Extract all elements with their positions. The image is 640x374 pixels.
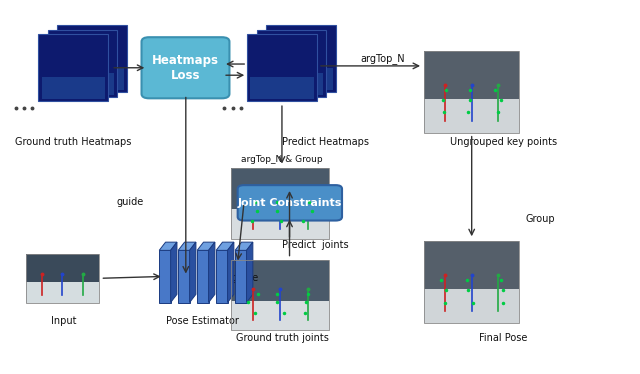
FancyBboxPatch shape [26,282,99,303]
FancyBboxPatch shape [58,25,127,92]
FancyBboxPatch shape [424,289,519,323]
Text: argTop_N & Group: argTop_N & Group [241,154,323,163]
FancyBboxPatch shape [250,77,314,99]
Polygon shape [209,242,215,303]
FancyBboxPatch shape [231,301,330,331]
FancyBboxPatch shape [61,68,124,91]
Polygon shape [246,242,253,303]
FancyBboxPatch shape [269,68,333,91]
Polygon shape [197,242,215,250]
Polygon shape [216,250,228,303]
Polygon shape [228,242,234,303]
Polygon shape [235,250,246,303]
FancyBboxPatch shape [141,37,230,98]
Polygon shape [159,242,177,250]
Text: Joint Constraints: Joint Constraints [237,198,342,208]
Polygon shape [216,242,234,250]
Text: guide: guide [231,273,259,283]
Polygon shape [159,250,171,303]
Text: Predict Heatmaps: Predict Heatmaps [282,137,369,147]
FancyBboxPatch shape [260,73,323,95]
FancyBboxPatch shape [38,34,108,101]
Text: Predict  joints: Predict joints [282,240,349,250]
FancyBboxPatch shape [424,51,519,98]
Text: Heatmaps
Loss: Heatmaps Loss [152,54,219,82]
FancyBboxPatch shape [231,209,330,239]
FancyBboxPatch shape [424,98,519,133]
Text: Group: Group [525,214,555,224]
Polygon shape [189,242,196,303]
Polygon shape [178,250,189,303]
FancyBboxPatch shape [247,34,317,101]
Text: guide: guide [116,197,144,207]
FancyBboxPatch shape [48,30,118,97]
Text: argTop_N: argTop_N [361,53,406,64]
Polygon shape [178,242,196,250]
FancyBboxPatch shape [231,260,330,301]
Text: Ungrouped key points: Ungrouped key points [450,137,557,147]
Text: Ground truth Heatmaps: Ground truth Heatmaps [15,137,131,147]
Text: Pose Estimator: Pose Estimator [166,316,239,326]
FancyBboxPatch shape [42,77,105,99]
FancyBboxPatch shape [424,241,519,289]
Text: Input: Input [51,316,76,326]
FancyBboxPatch shape [231,168,330,209]
Text: Ground truth joints: Ground truth joints [236,333,328,343]
FancyBboxPatch shape [257,30,326,97]
FancyBboxPatch shape [266,25,336,92]
Polygon shape [171,242,177,303]
FancyBboxPatch shape [237,185,342,221]
Polygon shape [235,242,253,250]
Polygon shape [197,250,209,303]
FancyBboxPatch shape [26,254,99,282]
Text: Final Pose: Final Pose [479,333,527,343]
FancyBboxPatch shape [51,73,115,95]
